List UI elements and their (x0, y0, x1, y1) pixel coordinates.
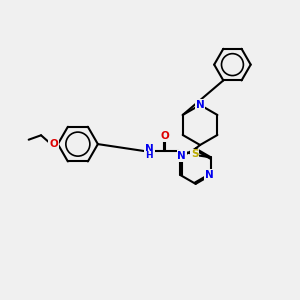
Text: O: O (160, 131, 169, 141)
Text: S: S (191, 149, 199, 159)
Text: N: N (145, 143, 154, 154)
Text: N: N (205, 170, 214, 180)
Text: N: N (196, 100, 204, 110)
Text: N: N (177, 151, 186, 161)
Text: H: H (146, 152, 153, 160)
Text: O: O (49, 139, 58, 149)
